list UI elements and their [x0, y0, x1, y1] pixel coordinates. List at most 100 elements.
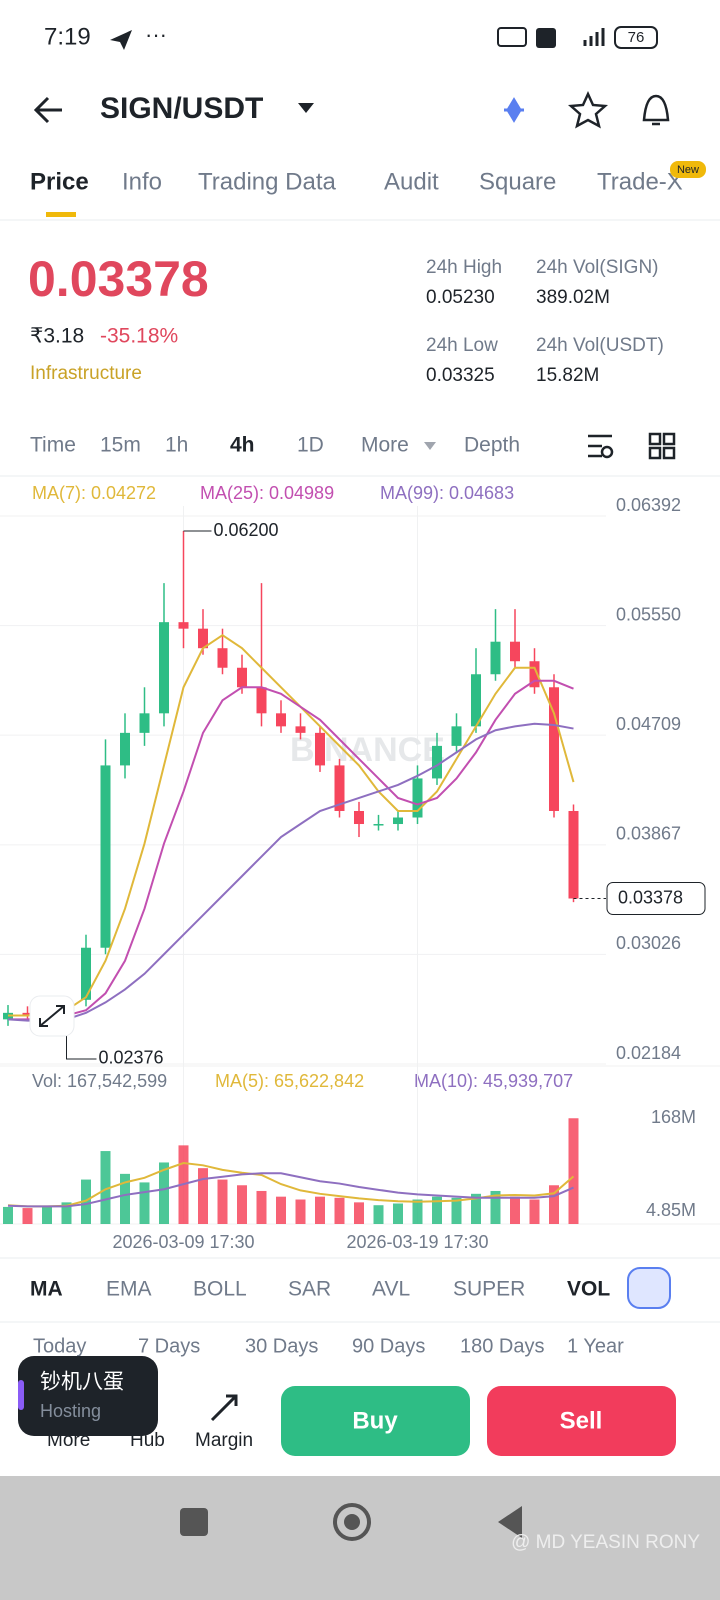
home-button[interactable] [333, 1503, 371, 1541]
indicator[interactable]: SAR [288, 1278, 331, 1301]
candle-body [81, 947, 91, 1000]
volume-bar [198, 1168, 208, 1224]
pair-title[interactable]: SIGN/USDT [100, 92, 263, 125]
tab[interactable]: Square [479, 168, 556, 195]
volume-bar [373, 1205, 384, 1224]
indicator[interactable]: EMA [106, 1278, 152, 1301]
candle-body [568, 810, 579, 899]
buy-label: Buy [352, 1407, 398, 1434]
tab[interactable]: Price [30, 168, 89, 195]
volume-bar [256, 1190, 267, 1224]
period[interactable]: 90 Days [352, 1335, 425, 1357]
volume-ma-line [7, 1172, 574, 1208]
ai-icon[interactable] [504, 97, 524, 123]
candle-body [315, 732, 325, 766]
back-nav-button[interactable] [498, 1506, 522, 1538]
interval[interactable]: 1D [297, 434, 324, 457]
chart-watermark: BINANCE [290, 731, 445, 769]
volume-bar [451, 1197, 462, 1224]
tab[interactable]: Trading Data [198, 168, 337, 195]
ma-line [8, 679, 574, 1021]
bell-icon[interactable] [642, 94, 670, 126]
candle-body [256, 687, 267, 714]
period[interactable]: 180 Days [460, 1335, 545, 1357]
volume-ma-legend: MA(10): 45,939,707 [414, 1071, 573, 1091]
volume-bar [354, 1202, 364, 1224]
indicator[interactable]: AVL [372, 1278, 410, 1301]
telegram-icon [110, 30, 132, 50]
x-tick-label: 2026-03-19 17:30 [346, 1232, 488, 1252]
volume-bar [81, 1179, 91, 1224]
new-badge [670, 161, 706, 178]
indicator[interactable]: MA [30, 1278, 63, 1301]
volume-bar [393, 1203, 403, 1224]
interval[interactable]: More [361, 434, 409, 457]
indicator[interactable]: BOLL [193, 1278, 247, 1301]
x-tick-label: 2026-03-09 17:30 [112, 1232, 254, 1252]
assistant-icon[interactable] [627, 1267, 671, 1309]
interval[interactable]: Depth [464, 434, 520, 457]
sell-button[interactable] [487, 1386, 676, 1456]
y-tick-label: 0.04709 [616, 714, 681, 734]
ma-line [7, 722, 574, 1022]
candle-body [529, 661, 540, 688]
status-dots: ··· [145, 22, 167, 47]
tab[interactable]: Trade-X [597, 168, 683, 195]
ma-legend: MA(25): 0.04989 [200, 483, 334, 503]
signal-bars [583, 28, 605, 46]
nav-item[interactable]: Margin [195, 1430, 253, 1451]
pair-dropdown[interactable] [298, 103, 314, 113]
candle-body [237, 667, 247, 688]
back-button[interactable] [33, 96, 62, 124]
volume-bar [217, 1179, 228, 1224]
stat-value: 15.82M [536, 365, 599, 386]
period[interactable]: 7 Days [138, 1335, 200, 1357]
interval[interactable]: 4h [230, 434, 255, 457]
sell-label: Sell [560, 1407, 603, 1434]
stat-label: 24h Low [426, 335, 498, 356]
y-tick-label: 0.03867 [616, 824, 681, 844]
period[interactable]: 1 Year [567, 1335, 624, 1357]
interval[interactable]: Time [30, 434, 76, 457]
candle-body [198, 628, 208, 649]
price-change: -35.18% [100, 325, 178, 348]
hosting-pill[interactable] [18, 1356, 158, 1436]
recents-button[interactable] [180, 1508, 208, 1536]
volume-bar [100, 1151, 111, 1224]
volume-bar [334, 1197, 345, 1224]
favorite-icon[interactable] [567, 90, 609, 129]
volume-bar [412, 1199, 423, 1224]
buy-button[interactable] [281, 1386, 470, 1456]
period[interactable]: Today [33, 1335, 86, 1357]
tab[interactable]: Audit [384, 168, 439, 195]
ma-line [8, 633, 575, 1017]
candle-body [159, 622, 169, 714]
candle-body [471, 674, 481, 727]
stat-value: 0.03325 [426, 365, 495, 386]
interval[interactable]: 1h [165, 434, 188, 457]
period[interactable]: 30 Days [245, 1335, 318, 1357]
volume-bar [61, 1202, 72, 1224]
layout-icon[interactable] [648, 432, 676, 460]
indicator[interactable]: VOL [567, 1278, 610, 1301]
candle-body [510, 641, 520, 662]
sector-tag[interactable]: Infrastructure [30, 363, 142, 384]
candle-body [334, 765, 345, 811]
tab[interactable]: Info [122, 168, 162, 195]
more-dropdown[interactable] [424, 442, 436, 450]
margin-icon [210, 1394, 238, 1422]
volume-bar [22, 1208, 33, 1224]
status-time: 7:19 [44, 23, 91, 50]
interval[interactable]: 15m [100, 434, 141, 457]
indicator[interactable]: SUPER [453, 1278, 525, 1301]
candle-body [393, 817, 403, 825]
new-badge-text: New [677, 164, 699, 176]
y-tick-label: 0.05550 [616, 604, 681, 624]
candle-body [549, 687, 559, 811]
settings-icon[interactable] [588, 434, 612, 458]
ma-legend: MA(7): 0.04272 [32, 483, 156, 503]
watermark: @ MD YEASIN RONY [511, 1532, 700, 1553]
battery-icon [614, 26, 658, 49]
candle-body [373, 824, 384, 826]
